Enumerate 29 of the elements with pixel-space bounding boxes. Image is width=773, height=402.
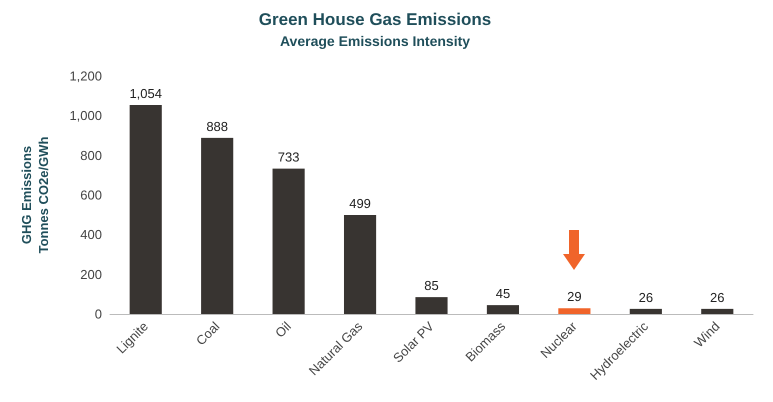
- bar: [415, 297, 448, 314]
- x-tick-label: Oil: [272, 318, 294, 341]
- y-tick-label: 200: [80, 266, 102, 282]
- bar: [630, 308, 662, 314]
- data-label: 45: [496, 286, 510, 302]
- y-tick-label: 1,000: [69, 108, 102, 124]
- data-label: 26: [710, 290, 725, 305]
- y-tick-label: 1,200: [69, 68, 102, 84]
- bar: [272, 168, 305, 314]
- bar: [558, 308, 590, 314]
- y-tick-label: 600: [80, 188, 102, 202]
- data-label: 888: [206, 118, 228, 134]
- bar: [344, 215, 376, 314]
- bar: [486, 305, 520, 314]
- bar: [701, 308, 734, 314]
- data-label: 85: [424, 278, 439, 294]
- data-label: 29: [567, 289, 582, 304]
- bar: [130, 104, 162, 314]
- y-tick-label: 800: [80, 148, 102, 163]
- bar: [201, 138, 234, 314]
- data-label: 499: [349, 196, 371, 212]
- chart-title: Green House Gas Emissions: [258, 10, 492, 29]
- chart-subtitle: Average Emissions Intensity: [280, 33, 470, 49]
- y-tick-label: 400: [80, 227, 102, 242]
- data-label: 1,054: [129, 86, 162, 101]
- y-tick-label: 0: [94, 306, 102, 322]
- data-label: 26: [638, 290, 654, 305]
- y-axis-title: GHG Emissions Tonnes CO2e/GWh: [19, 136, 51, 254]
- data-label: 733: [278, 150, 300, 165]
